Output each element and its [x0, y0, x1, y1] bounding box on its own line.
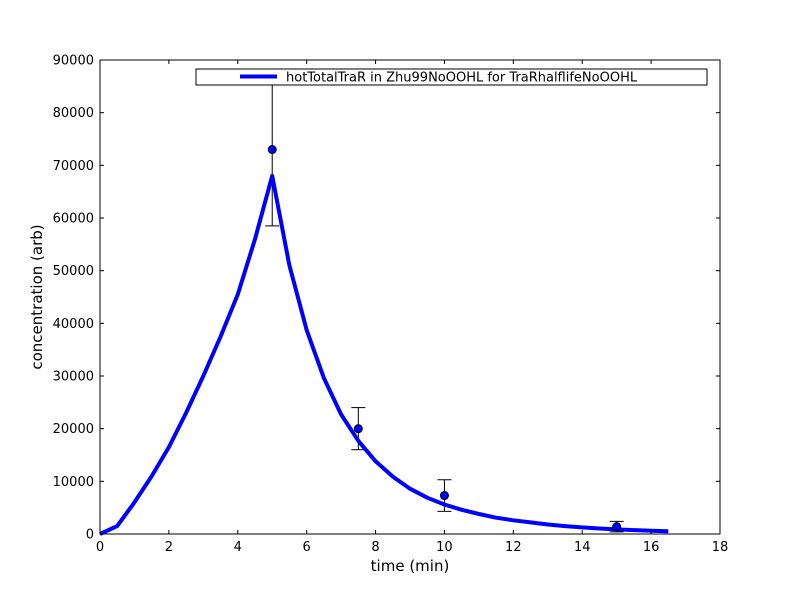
series-line [99, 173, 669, 536]
data-point [612, 522, 622, 532]
x-tick-label: 0 [96, 540, 104, 555]
legend-box [195, 68, 708, 86]
x-tick-label: 16 [643, 540, 660, 555]
y-tick-label: 90000 [53, 54, 94, 69]
y-tick-label: 50000 [53, 264, 94, 279]
series-lines [99, 173, 669, 536]
x-tick-label: 4 [234, 540, 242, 555]
x-axis-label: time (min) [371, 557, 450, 575]
x-tick-labels: 0 2 4 6 8 10 12 14 16 18 [96, 540, 728, 555]
y-axis-label: concentration (arb) [28, 224, 46, 369]
x-tick-label: 18 [712, 540, 729, 555]
y-tick-label: 40000 [53, 317, 94, 332]
y-tick-label: 20000 [53, 422, 94, 437]
y-tick-label: 0 [86, 528, 94, 543]
y-tick-label: 30000 [53, 370, 94, 385]
data-points [267, 145, 622, 532]
y-tick-label: 80000 [53, 106, 94, 121]
legend: hotTotalTraR in Zhu99NoOOHL for TraRhalf… [195, 68, 708, 86]
x-tick-label: 10 [436, 540, 453, 555]
data-point [267, 145, 277, 155]
x-tick-label: 8 [371, 540, 379, 555]
y-tick-labels: 0 10000 20000 30000 40000 50000 60000 70000 8000… [53, 54, 94, 543]
x-tick-label: 12 [505, 540, 522, 555]
x-tick-label: 2 [165, 540, 173, 555]
x-tick-label: 14 [574, 540, 591, 555]
y-tick-label: 70000 [53, 159, 94, 174]
x-tick-label: 6 [303, 540, 311, 555]
y-tick-label: 10000 [53, 475, 94, 490]
data-point [439, 491, 449, 501]
data-point [353, 424, 363, 434]
axis-ticks [99, 59, 721, 535]
y-tick-label: 60000 [53, 212, 94, 227]
plot-area-frame [99, 59, 721, 535]
legend-label: hotTotalTraR in Zhu99NoOOHL for TraRhalf… [286, 71, 638, 86]
